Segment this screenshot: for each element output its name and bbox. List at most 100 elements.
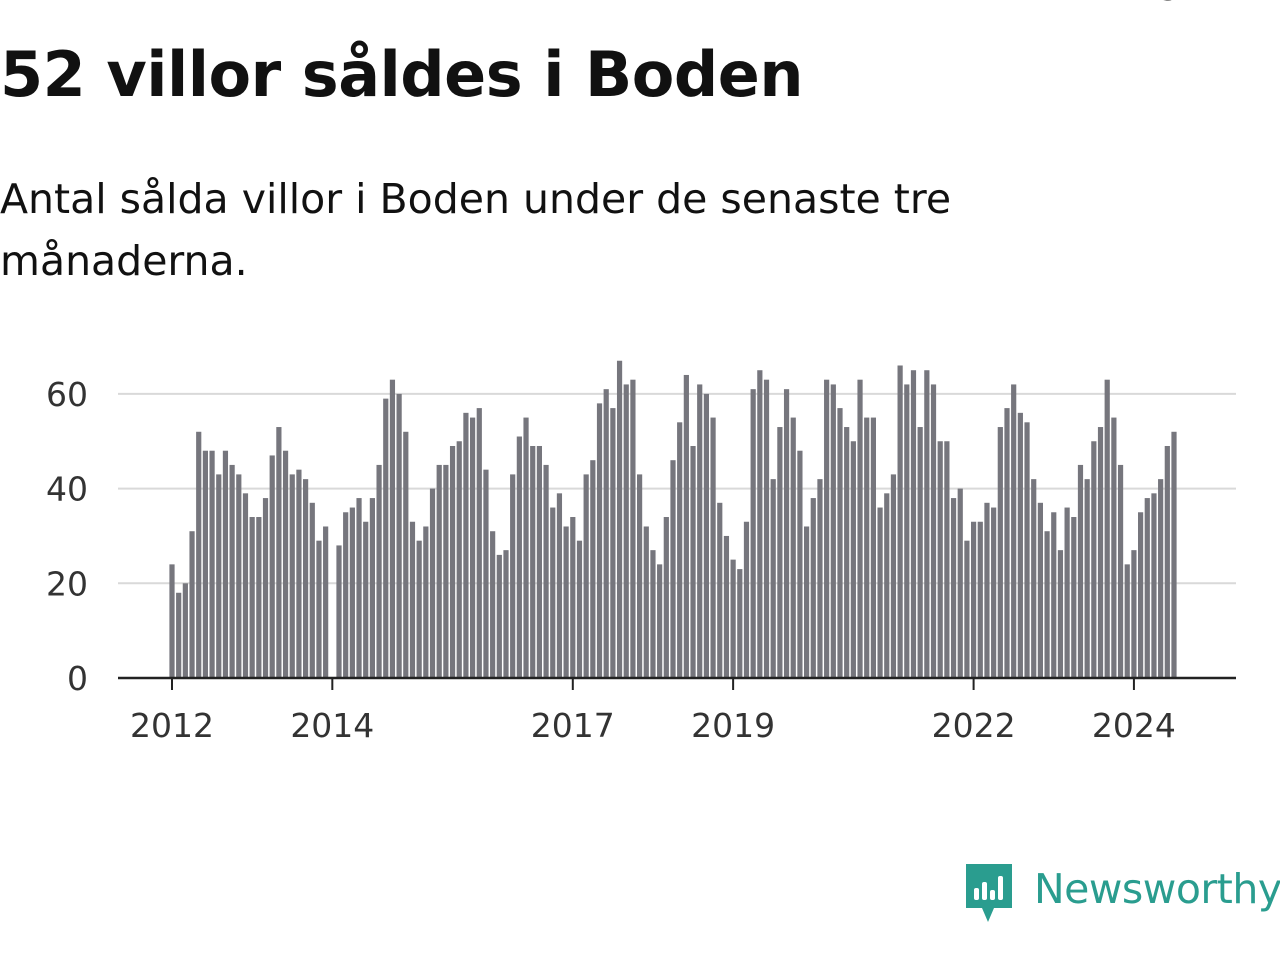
bar <box>643 526 649 678</box>
y-tick-label: 60 <box>46 375 88 414</box>
bar <box>523 417 529 678</box>
bar <box>202 450 208 678</box>
brand-name: Newsworthy <box>1034 865 1280 913</box>
bar <box>363 521 369 679</box>
bar <box>817 479 823 678</box>
bar <box>496 554 502 678</box>
bar <box>262 498 269 678</box>
bar <box>844 427 850 678</box>
bar <box>1171 431 1177 678</box>
bar <box>436 464 442 678</box>
bar <box>536 445 542 679</box>
bar <box>209 450 215 678</box>
bar <box>783 389 790 678</box>
bar <box>917 427 923 678</box>
bar <box>730 559 736 679</box>
bar <box>750 389 756 678</box>
bar <box>476 408 482 678</box>
bar <box>483 469 489 678</box>
bar <box>1117 464 1124 678</box>
bar <box>550 507 556 678</box>
bar <box>1071 517 1077 678</box>
bar <box>336 545 342 678</box>
bar <box>196 431 202 678</box>
bar <box>770 479 776 678</box>
bar <box>303 479 309 678</box>
bar <box>356 498 362 678</box>
bar <box>296 469 302 678</box>
bar <box>503 550 509 678</box>
bar <box>490 531 496 678</box>
bar <box>396 393 402 678</box>
bar <box>737 569 743 679</box>
bar <box>884 493 890 678</box>
bar <box>657 564 663 678</box>
bar <box>1097 427 1104 678</box>
x-tick-label: 2019 <box>691 706 775 745</box>
bar <box>890 474 897 678</box>
bar <box>997 427 1003 678</box>
bar <box>650 550 656 678</box>
y-tick-label: 40 <box>46 470 88 509</box>
bar <box>276 427 282 678</box>
bar <box>289 474 295 678</box>
y-tick-label: 20 <box>46 564 88 603</box>
chart-title: 52 villor såldes i Boden <box>0 38 803 111</box>
bar <box>423 526 429 678</box>
bars <box>169 360 1177 679</box>
bar <box>343 512 349 678</box>
bar <box>1158 479 1164 678</box>
bar <box>1031 479 1037 678</box>
bar <box>864 417 870 678</box>
bar <box>1164 445 1170 679</box>
bar <box>837 408 843 678</box>
bar <box>757 370 763 678</box>
bar <box>189 531 195 678</box>
bar <box>763 379 770 678</box>
axes <box>118 676 1236 690</box>
bar <box>1011 384 1017 678</box>
x-tick-label: 2017 <box>531 706 615 745</box>
bar <box>269 455 275 678</box>
bar <box>369 498 375 678</box>
bar <box>590 460 596 678</box>
bar <box>957 488 963 678</box>
bar <box>910 370 917 678</box>
bar <box>316 540 322 678</box>
bar <box>743 521 750 679</box>
bar <box>229 464 235 678</box>
bar <box>570 517 576 678</box>
bar <box>1131 550 1137 678</box>
bar <box>242 493 249 678</box>
bar <box>463 412 469 678</box>
brand-logo[interactable]: Newsworthy <box>964 862 1280 926</box>
bar <box>1104 379 1110 678</box>
bar <box>703 393 709 678</box>
bar <box>556 493 563 678</box>
bar <box>630 379 636 678</box>
bar <box>991 507 997 678</box>
bar <box>977 521 983 679</box>
x-tick-label: 2014 <box>290 706 374 745</box>
bar <box>176 592 182 678</box>
bar <box>1084 479 1090 678</box>
bar <box>182 583 188 678</box>
bar <box>349 507 355 678</box>
bar <box>971 521 977 679</box>
bar <box>850 441 856 678</box>
bar <box>897 365 903 678</box>
bar <box>944 441 950 678</box>
x-tick-label: 2012 <box>130 706 214 745</box>
bar <box>857 379 863 678</box>
bar <box>804 526 810 678</box>
bar <box>824 379 830 678</box>
bar <box>389 379 396 678</box>
x-tick-label: 2022 <box>932 706 1016 745</box>
bar <box>930 384 937 678</box>
bar <box>383 398 389 678</box>
bar <box>516 436 522 678</box>
bar <box>1124 564 1130 678</box>
bar <box>222 450 229 678</box>
bar <box>870 417 876 678</box>
bar <box>1057 550 1064 678</box>
